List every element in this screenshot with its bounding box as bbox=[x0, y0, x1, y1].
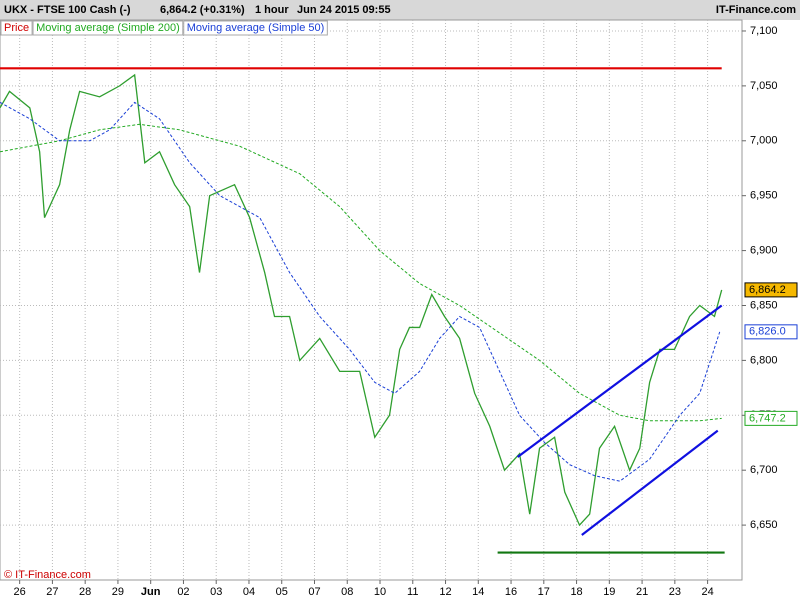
x-tick-label: 07 bbox=[308, 586, 320, 598]
x-tick-label: 12 bbox=[439, 586, 451, 598]
legend-box bbox=[0, 20, 33, 36]
drawn-line bbox=[516, 304, 723, 458]
y-tick-label: 6,850 bbox=[750, 299, 778, 311]
x-tick-label: 02 bbox=[177, 586, 189, 598]
x-tick-label: 21 bbox=[636, 586, 648, 598]
last-value-box bbox=[744, 410, 798, 426]
x-tick-label: 10 bbox=[374, 586, 386, 598]
footer: © IT-Finance.com bbox=[4, 569, 91, 581]
x-tick-label: 28 bbox=[79, 586, 91, 598]
y-tick-label: 6,900 bbox=[750, 244, 778, 256]
brand: IT-Finance.com bbox=[716, 4, 796, 16]
plot-area bbox=[0, 19, 743, 581]
x-tick-label: 16 bbox=[505, 586, 517, 598]
quote: 6,864.2 (+0.31%) bbox=[160, 4, 245, 16]
y-tick-label: 6,650 bbox=[750, 519, 778, 531]
x-tick-label: 14 bbox=[472, 586, 484, 598]
x-tick-label: 04 bbox=[243, 586, 255, 598]
y-tick-label: 7,000 bbox=[750, 135, 778, 147]
y-tick-label: 7,100 bbox=[750, 25, 778, 37]
drawn-line bbox=[581, 429, 719, 536]
x-tick-label: 19 bbox=[603, 586, 615, 598]
last-value-label: 6,864.2 bbox=[749, 284, 786, 296]
x-tick-label: 29 bbox=[112, 586, 124, 598]
legend-box bbox=[32, 20, 184, 36]
legend-label: Price bbox=[4, 22, 29, 34]
x-tick-label: 11 bbox=[407, 586, 418, 598]
legend-label: Moving average (Simple 50) bbox=[187, 22, 325, 34]
series-line bbox=[0, 123, 722, 422]
x-tick-label: 26 bbox=[14, 586, 26, 598]
series-line bbox=[0, 73, 723, 527]
last-value-label: 6,826.0 bbox=[749, 326, 786, 338]
y-tick-label: 7,050 bbox=[750, 80, 778, 92]
x-tick-label: 08 bbox=[341, 586, 353, 598]
series-line bbox=[0, 101, 721, 482]
legend-box bbox=[183, 20, 328, 36]
interval: 1 hour bbox=[255, 4, 289, 16]
header-bar bbox=[0, 0, 800, 20]
x-tick-label: Jun bbox=[141, 586, 161, 598]
x-tick-label: 17 bbox=[538, 586, 550, 598]
last-value-box bbox=[744, 324, 798, 340]
symbol: UKX - FTSE 100 Cash (-) bbox=[4, 4, 131, 16]
x-tick-label: 27 bbox=[46, 586, 58, 598]
y-tick-label: 6,800 bbox=[750, 354, 778, 366]
x-tick-label: 18 bbox=[570, 586, 582, 598]
legend-label: Moving average (Simple 200) bbox=[36, 22, 180, 34]
last-value-label: 6,747.2 bbox=[749, 412, 786, 424]
y-tick-label: 6,950 bbox=[750, 190, 778, 202]
last-value-box bbox=[744, 282, 798, 298]
x-tick-label: 24 bbox=[701, 586, 713, 598]
y-tick-label: 6,700 bbox=[750, 464, 778, 476]
x-tick-label: 05 bbox=[276, 586, 288, 598]
x-tick-label: 03 bbox=[210, 586, 222, 598]
x-tick-label: 23 bbox=[669, 586, 681, 598]
datetime: Jun 24 2015 09:55 bbox=[297, 4, 391, 16]
